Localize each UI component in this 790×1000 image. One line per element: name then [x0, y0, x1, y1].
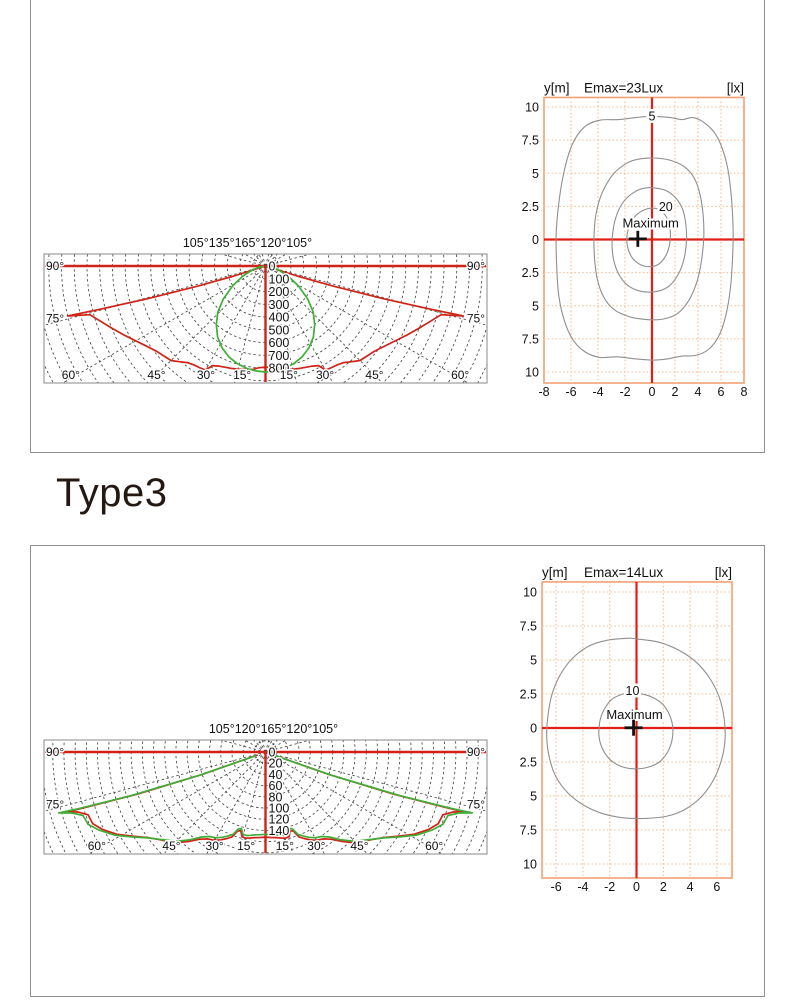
- section-title: Type3: [56, 471, 168, 515]
- photometry-card-type3: [30, 545, 765, 997]
- photometry-card-top: [30, 0, 765, 453]
